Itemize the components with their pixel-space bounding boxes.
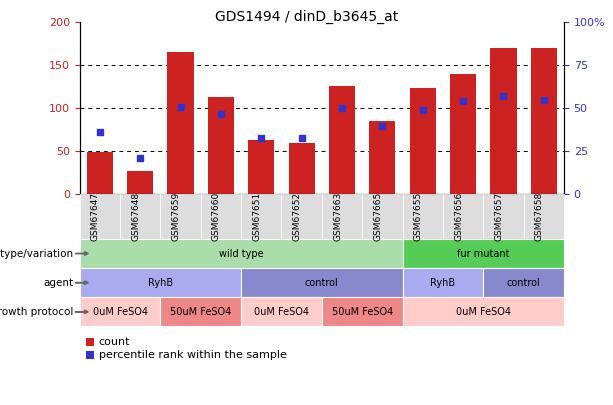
Text: percentile rank within the sample: percentile rank within the sample xyxy=(99,350,286,360)
Bar xyxy=(87,152,113,194)
Point xyxy=(418,107,428,113)
Point xyxy=(539,96,549,103)
Text: fur mutant: fur mutant xyxy=(457,249,509,258)
Text: 50uM FeSO4: 50uM FeSO4 xyxy=(170,307,231,317)
Bar xyxy=(208,97,234,194)
Bar xyxy=(531,48,557,194)
Bar xyxy=(248,140,275,194)
Bar xyxy=(369,121,395,194)
Text: 0uM FeSO4: 0uM FeSO4 xyxy=(93,307,148,317)
Text: GSM67665: GSM67665 xyxy=(373,192,383,241)
Text: GSM67648: GSM67648 xyxy=(131,192,140,241)
Text: RyhB: RyhB xyxy=(148,278,173,288)
Text: RyhB: RyhB xyxy=(430,278,455,288)
Text: 0uM FeSO4: 0uM FeSO4 xyxy=(455,307,511,317)
Text: GDS1494 / dinD_b3645_at: GDS1494 / dinD_b3645_at xyxy=(215,10,398,24)
Text: GSM67658: GSM67658 xyxy=(535,192,544,241)
Bar xyxy=(127,171,153,194)
Text: GSM67651: GSM67651 xyxy=(253,192,261,241)
Point xyxy=(216,110,226,117)
Text: GSM67659: GSM67659 xyxy=(172,192,181,241)
Point xyxy=(95,129,105,136)
Point xyxy=(176,103,186,110)
Bar xyxy=(329,86,355,194)
Text: growth protocol: growth protocol xyxy=(0,307,74,317)
Text: GSM67647: GSM67647 xyxy=(91,192,100,241)
Text: agent: agent xyxy=(44,278,74,288)
Point xyxy=(297,134,306,141)
Point xyxy=(135,155,145,162)
Text: 0uM FeSO4: 0uM FeSO4 xyxy=(254,307,309,317)
Text: GSM67652: GSM67652 xyxy=(292,192,302,241)
Text: GSM67657: GSM67657 xyxy=(495,192,503,241)
Bar xyxy=(409,88,436,194)
Text: GSM67660: GSM67660 xyxy=(212,192,221,241)
Text: GSM67656: GSM67656 xyxy=(454,192,463,241)
Point xyxy=(337,105,347,112)
Text: control: control xyxy=(507,278,541,288)
Text: 50uM FeSO4: 50uM FeSO4 xyxy=(332,307,393,317)
Point xyxy=(378,122,387,129)
Text: wild type: wild type xyxy=(219,249,264,258)
Point xyxy=(458,98,468,104)
Bar xyxy=(450,74,476,194)
Text: control: control xyxy=(305,278,339,288)
Bar xyxy=(490,48,517,194)
Text: GSM67663: GSM67663 xyxy=(333,192,342,241)
Text: count: count xyxy=(99,337,130,347)
Text: genotype/variation: genotype/variation xyxy=(0,249,74,258)
Text: GSM67655: GSM67655 xyxy=(414,192,423,241)
Point xyxy=(498,93,508,100)
Bar xyxy=(289,143,314,194)
Bar xyxy=(167,52,194,194)
Point xyxy=(256,134,266,141)
